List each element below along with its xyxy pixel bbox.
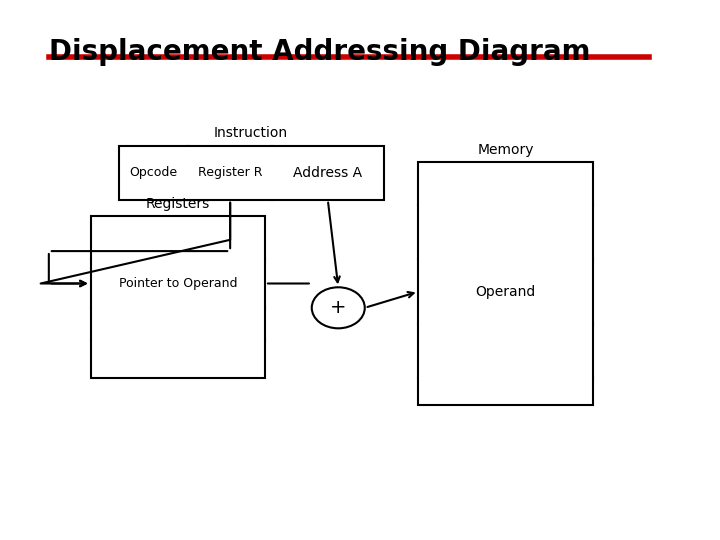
FancyBboxPatch shape bbox=[418, 162, 593, 405]
Text: Registers: Registers bbox=[145, 197, 210, 211]
Text: Memory: Memory bbox=[477, 143, 534, 157]
FancyBboxPatch shape bbox=[91, 216, 265, 378]
Text: Opcode: Opcode bbox=[130, 166, 178, 179]
Text: Operand: Operand bbox=[475, 285, 536, 299]
Text: +: + bbox=[330, 298, 346, 318]
Text: Address A: Address A bbox=[293, 166, 362, 180]
Text: Pointer to Operand: Pointer to Operand bbox=[119, 277, 237, 290]
FancyBboxPatch shape bbox=[119, 146, 384, 200]
Text: Instruction: Instruction bbox=[214, 126, 288, 140]
Text: Register R: Register R bbox=[198, 166, 262, 179]
Text: Displacement Addressing Diagram: Displacement Addressing Diagram bbox=[49, 38, 590, 66]
